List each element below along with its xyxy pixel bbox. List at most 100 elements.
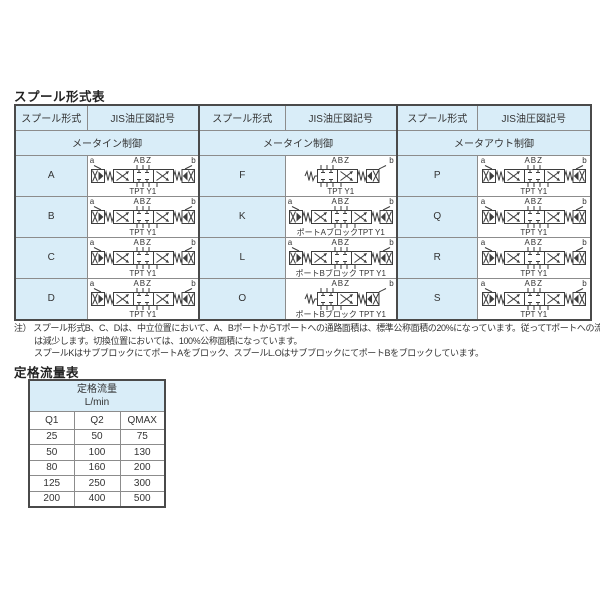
top-ports-label: ABZ	[133, 155, 153, 165]
valve-port-labels: a ABZ b	[90, 279, 196, 288]
flow-value-cell: 50	[73, 428, 121, 445]
top-ports-label: ABZ	[524, 278, 544, 288]
valve-port-labels: a ABZ b	[90, 156, 196, 165]
spool-form-letter: D	[14, 277, 88, 320]
footnote-block: 注） スプール形式B、C、Dは、中立位置において、A、BポートからTポートへの通…	[14, 322, 600, 360]
bottom-ports-label: ポートBブロック TPT Y1	[295, 268, 386, 278]
valve-port-labels: a ABZ b	[288, 197, 394, 206]
flow-header-title: 定格流量	[77, 383, 117, 395]
jis-valve-symbol: a ABZ b TPT Y1	[90, 197, 196, 237]
flow-table-row: 125 250 300	[28, 475, 166, 492]
footnote-label: 注）	[14, 323, 32, 333]
jis-symbol-cell: a ABZ b TPT Y1	[86, 236, 200, 279]
flow-table-title: 定格流量表	[14, 366, 80, 380]
solenoid-b-label: b	[582, 278, 587, 288]
flow-value-cell: 75	[119, 428, 166, 445]
flow-value-cell: 130	[119, 444, 166, 461]
jis-valve-symbol: a ABZ b ポートBブロック TPT Y1	[288, 238, 394, 278]
footnote-line: スプールKはサブブロックにてポートAをブロック、スプールL.Oはサブブロックにて…	[34, 348, 484, 358]
directional-valve-3pos-icon	[90, 205, 195, 228]
spool-form-letter: O	[198, 277, 286, 320]
solenoid-b-label: b	[389, 196, 394, 206]
jis-symbol-cell: a ABZ b TPT Y1	[476, 195, 592, 238]
spool-form-letter: C	[14, 236, 88, 279]
directional-valve-2pos-icon	[304, 164, 386, 187]
directional-valve-3pos-icon	[481, 246, 586, 269]
valve-port-labels: a ABZ b	[288, 238, 394, 247]
jis-valve-symbol: a ABZ b TPT Y1	[481, 238, 587, 278]
directional-valve-3pos-icon	[288, 246, 393, 269]
jis-symbol-cell: a ABZ b TPT Y1	[476, 154, 592, 197]
solenoid-a-label: a	[480, 278, 486, 288]
top-ports-label: ABZ	[133, 196, 153, 206]
group-header-meter-out: メータアウト制御	[396, 129, 592, 156]
top-ports-label: ABZ	[133, 278, 153, 288]
directional-valve-3pos-icon	[481, 164, 586, 187]
group-header-meter-in-2: メータイン制御	[198, 129, 398, 156]
spool-form-letter: S	[396, 277, 478, 320]
spool-form-letter: L	[198, 236, 286, 279]
flow-value-cell: 25	[28, 428, 75, 445]
top-ports-label: ABZ	[331, 155, 351, 165]
jis-valve-symbol: a ABZ b ポートAブロックTPT Y1	[288, 197, 394, 237]
flow-header-row: 定格流量 L/min	[28, 379, 166, 412]
bottom-ports-label: TPT Y1	[520, 268, 548, 278]
group-header-meter-in-1: メータイン制御	[14, 129, 200, 156]
solenoid-b-label: b	[582, 196, 587, 206]
top-ports-label: ABZ	[331, 237, 351, 247]
flow-value-cell: 400	[73, 490, 121, 507]
spool-form-letter: B	[14, 195, 88, 238]
col-header-jis-symbol: JIS油圧図記号	[284, 104, 398, 131]
jis-symbol-cell: a ABZ b TPT Y1	[86, 195, 200, 238]
directional-valve-3pos-icon	[481, 287, 586, 310]
jis-symbol-cell: ABZ b ポートBブロック TPT Y1	[284, 277, 398, 320]
bottom-ports-label: TPT Y1	[520, 227, 548, 237]
jis-valve-symbol: a ABZ b TPT Y1	[90, 156, 196, 196]
flow-table-row: 25 50 75	[28, 428, 166, 445]
directional-valve-2pos-icon	[304, 287, 386, 310]
jis-symbol-cell: a ABZ b ポートBブロック TPT Y1	[284, 236, 398, 279]
valve-port-labels: ABZ b	[288, 155, 393, 165]
bottom-ports-label: ポートBブロック TPT Y1	[295, 309, 386, 319]
jis-valve-symbol: a ABZ b TPT Y1	[481, 156, 587, 196]
flow-columns-row: Q1 Q2 QMAX	[28, 410, 166, 430]
spool-form-letter: Q	[396, 195, 478, 238]
jis-symbol-cell: a ABZ b TPT Y1	[86, 154, 200, 197]
flow-value-cell: 80	[28, 459, 75, 476]
solenoid-b-label: b	[191, 278, 196, 288]
jis-valve-symbol: a ABZ b TPT Y1	[90, 238, 196, 278]
solenoid-a-label: a	[480, 237, 486, 247]
directional-valve-3pos-icon	[90, 164, 195, 187]
spool-form-letter: R	[396, 236, 478, 279]
solenoid-b-label: b	[582, 155, 587, 165]
jis-valve-symbol: ABZ b ポートBブロック TPT Y1	[288, 279, 394, 319]
flow-value-cell: 160	[73, 459, 121, 476]
directional-valve-3pos-icon	[481, 205, 586, 228]
flow-value-cell: 50	[28, 444, 75, 461]
control-group-row: メータイン制御 メータイン制御 メータアウト制御	[14, 129, 592, 156]
flow-col-q2: Q2	[73, 410, 121, 430]
jis-valve-symbol: a ABZ b TPT Y1	[90, 279, 196, 319]
flow-col-qmax: QMAX	[119, 410, 166, 430]
spool-header-row: スプール形式 JIS油圧図記号 スプール形式 JIS油圧図記号 スプール形式 J…	[14, 104, 592, 131]
solenoid-a-label: a	[89, 155, 95, 165]
spool-table-title: スプール形式表	[14, 90, 106, 104]
top-ports-label: ABZ	[133, 237, 153, 247]
solenoid-a-label: a	[480, 155, 486, 165]
col-header-spool-type: スプール形式	[198, 104, 286, 131]
bottom-ports-label: TPT Y1	[327, 186, 355, 196]
col-header-spool-type: スプール形式	[396, 104, 478, 131]
rated-flow-table: 定格流量 L/min Q1 Q2 QMAX 25 50 75 50 100 130 80 16…	[28, 379, 166, 508]
solenoid-b-label: b	[389, 278, 394, 288]
top-ports-label: ABZ	[331, 278, 351, 288]
flow-col-q1: Q1	[28, 410, 75, 430]
bottom-ports-label: TPT Y1	[129, 227, 157, 237]
spool-form-letter: K	[198, 195, 286, 238]
top-ports-label: ABZ	[524, 155, 544, 165]
spool-form-letter: P	[396, 154, 478, 197]
top-ports-label: ABZ	[331, 196, 351, 206]
